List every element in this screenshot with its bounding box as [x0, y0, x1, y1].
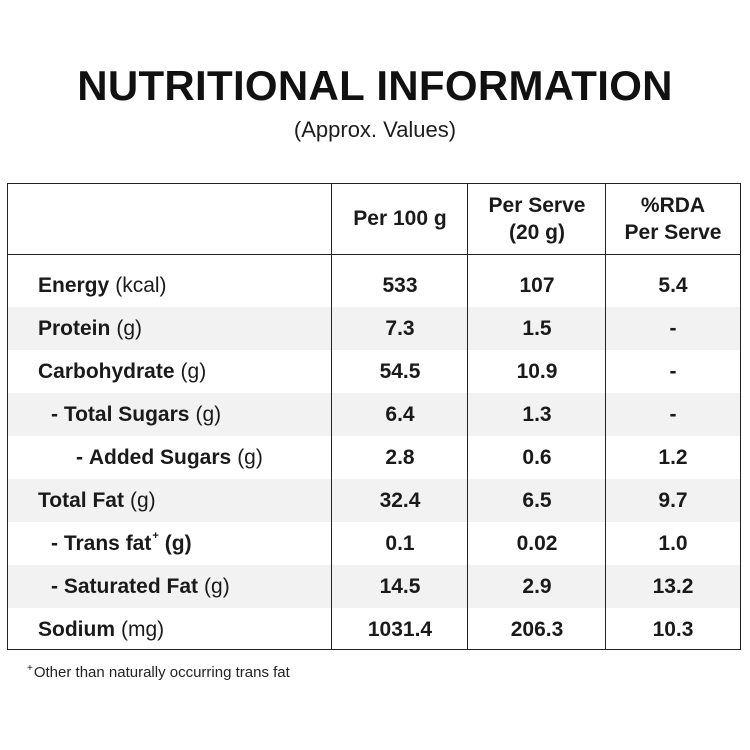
page-title: NUTRITIONAL INFORMATION: [77, 62, 673, 109]
table-row: Total Fat (g) 32.4 6.5 9.7: [8, 479, 740, 522]
value-per-serve: 6.5: [522, 488, 552, 512]
value-per-100g: 54.5: [379, 359, 421, 383]
nutrient-label: - Total Sugars (g): [8, 393, 376, 436]
nutrient-unit: (g): [129, 488, 156, 512]
header-divider: [8, 254, 740, 255]
value-per-serve: 10.9: [516, 359, 558, 383]
table-row: Energy (kcal) 533 107 5.4: [8, 264, 740, 307]
nutrient-name: Carbohydrate: [38, 359, 175, 383]
value-rda: -: [669, 402, 677, 426]
nutrient-unit: (g): [116, 316, 143, 340]
value-rda: -: [669, 316, 677, 340]
value-per-100g: 1031.4: [367, 617, 433, 641]
column-divider: [331, 184, 332, 649]
value-rda: -: [669, 359, 677, 383]
value-per-100g: 32.4: [379, 488, 421, 512]
nutrient-label: Total Fat (g): [8, 479, 363, 522]
nutrient-unit: (g): [180, 359, 207, 383]
nutrient-label: Protein (g): [8, 307, 363, 350]
nutrient-name: Sodium: [38, 617, 115, 641]
table-row: - Trans fat + (g) 0.1 0.02 1.0: [8, 522, 740, 565]
value-rda: 5.4: [658, 273, 688, 297]
value-per-serve: 2.9: [522, 574, 552, 598]
nutrient-label: - Trans fat + (g): [8, 522, 376, 565]
value-per-serve: 1.5: [522, 316, 552, 340]
table-row: - Saturated Fat (g) 14.5 2.9 13.2: [8, 565, 740, 608]
nutrient-unit: (g): [195, 402, 222, 426]
nutrient-unit: (g): [164, 531, 192, 555]
nutrient-sub-prefix: -: [51, 402, 64, 426]
value-per-100g: 7.3: [385, 316, 415, 340]
value-per-100g: 0.1: [385, 531, 415, 555]
value-rda: 1.0: [658, 531, 688, 555]
nutrient-unit: (g): [204, 574, 230, 598]
footnote-marker: +: [152, 529, 159, 542]
column-header-rda: %RDA Per Serve: [624, 193, 722, 244]
nutrient-label: Energy (kcal): [8, 264, 363, 307]
footnote-text: Other than naturally occurring trans fat: [33, 664, 290, 681]
table-row: Protein (g) 7.3 1.5 -: [8, 307, 740, 350]
value-rda: 1.2: [658, 445, 688, 469]
nutrient-label: - Saturated Fat (g): [8, 565, 376, 608]
nutrient-unit: (g): [237, 445, 263, 469]
value-rda: 9.7: [658, 488, 688, 512]
value-per-100g: 533: [382, 273, 418, 297]
nutrient-name: Saturated Fat: [63, 574, 199, 598]
nutrient-unit: (kcal): [115, 273, 167, 297]
value-per-serve: 107: [519, 273, 555, 297]
nutrient-name: Protein: [38, 316, 111, 340]
nutrient-sub-prefix: -: [51, 574, 64, 598]
nutrition-table: Energy (kcal) 533 107 5.4 Protein (g) 7.3 1.5- Ca…: [7, 183, 741, 650]
footnote-marker: +: [27, 663, 33, 674]
nutrient-name: Total Fat: [38, 488, 124, 512]
nutrient-name: Energy: [38, 273, 110, 297]
nutrient-name: Total Sugars: [63, 402, 190, 426]
value-per-serve: 0.02: [516, 531, 558, 555]
column-divider: [605, 184, 606, 649]
page-subtitle: (Approx. Values): [293, 117, 457, 142]
value-per-100g: 6.4: [385, 402, 415, 426]
column-header-per-serve: Per Serve (20 g): [488, 193, 586, 244]
nutrient-name: Added Sugars: [88, 445, 232, 469]
value-rda: 13.2: [652, 574, 694, 598]
nutrient-sub-prefix: -: [76, 445, 89, 469]
nutrient-name: Trans fat: [63, 531, 152, 555]
column-header-per-100g: Per 100 g: [353, 207, 447, 231]
nutrient-unit: (mg): [121, 617, 165, 641]
nutrient-sub-prefix: -: [51, 531, 64, 555]
nutrient-label: Sodium (mg): [8, 608, 363, 651]
value-per-serve: 0.6: [522, 445, 552, 469]
table-row: Carbohydrate (g) 54.5 10.9 -: [8, 350, 740, 393]
value-rda: 10.3: [652, 617, 694, 641]
table-row: - Added Sugars (g) 2.8 0.6 1.2: [8, 436, 740, 479]
nutrient-label: Carbohydrate (g): [8, 350, 363, 393]
footnote: +Other than naturally occurring trans fa…: [27, 663, 290, 681]
value-per-serve: 1.3: [522, 402, 552, 426]
value-per-serve: 206.3: [510, 617, 564, 641]
nutrient-label: - Added Sugars (g): [8, 436, 401, 479]
table-row: Sodium (mg) 1031.4 206.3 10.3: [8, 608, 740, 651]
value-per-100g: 14.5: [379, 574, 421, 598]
table-row: - Total Sugars (g) 6.4 1.3 -: [8, 393, 740, 436]
column-divider: [467, 184, 468, 649]
column-header-nutrient: [8, 184, 331, 254]
value-per-100g: 2.8: [385, 445, 415, 469]
